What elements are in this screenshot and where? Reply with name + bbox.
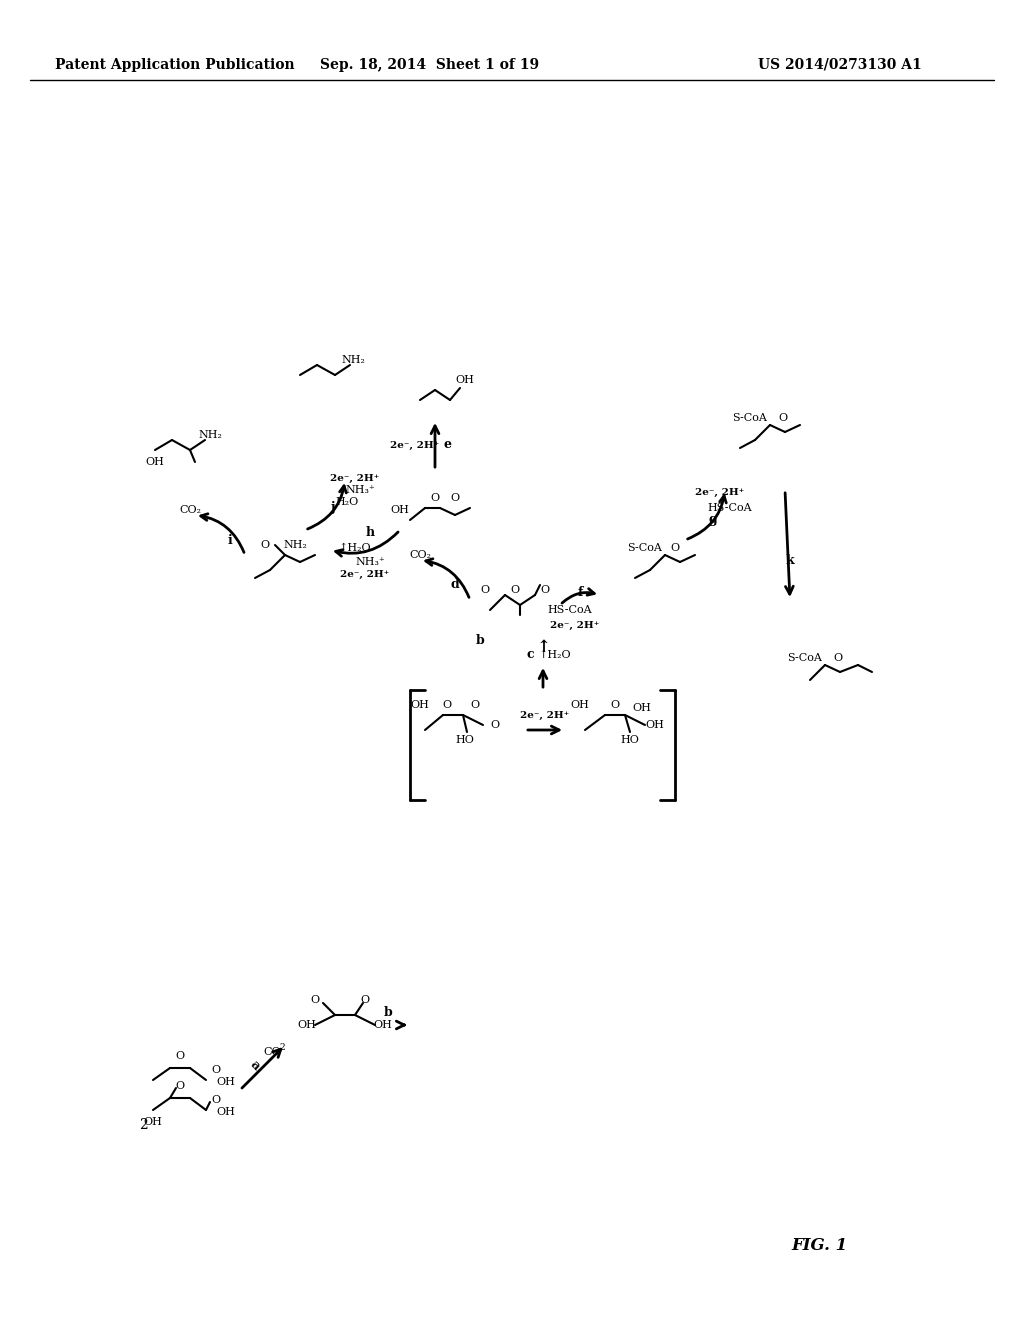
- Text: OH: OH: [374, 1020, 392, 1030]
- Text: O: O: [480, 585, 489, 595]
- Text: d: d: [451, 578, 460, 591]
- Text: HO: HO: [621, 735, 639, 744]
- Text: 2e⁻, 2H⁺: 2e⁻, 2H⁺: [340, 569, 389, 578]
- Text: OH: OH: [411, 700, 429, 710]
- Text: O: O: [310, 995, 319, 1005]
- Text: j: j: [331, 502, 335, 515]
- Text: OH: OH: [570, 700, 590, 710]
- Text: NH₂: NH₂: [283, 540, 307, 550]
- Text: NH₂: NH₂: [341, 355, 365, 366]
- Text: 2: 2: [138, 1118, 147, 1133]
- Text: CO: CO: [263, 1047, 281, 1057]
- Text: O: O: [541, 585, 550, 595]
- Text: O: O: [442, 700, 452, 710]
- Text: O: O: [430, 492, 439, 503]
- Text: O: O: [510, 585, 519, 595]
- Text: CO₂: CO₂: [409, 550, 431, 560]
- Text: S-CoA: S-CoA: [732, 413, 767, 422]
- Text: FIG. 1: FIG. 1: [792, 1237, 848, 1254]
- Text: OH: OH: [216, 1077, 236, 1086]
- Text: S-CoA: S-CoA: [787, 653, 822, 663]
- Text: O: O: [260, 540, 269, 550]
- Text: CO₂: CO₂: [179, 506, 201, 515]
- Text: O: O: [451, 492, 460, 503]
- Text: O: O: [211, 1065, 220, 1074]
- Text: ↑H₂O: ↑H₂O: [539, 649, 571, 660]
- Text: O: O: [778, 413, 787, 422]
- Text: 2: 2: [280, 1044, 285, 1052]
- Text: OH: OH: [298, 1020, 316, 1030]
- Text: O: O: [175, 1081, 184, 1092]
- Text: O: O: [834, 653, 843, 663]
- Text: k: k: [785, 553, 795, 566]
- Text: OH: OH: [390, 506, 410, 515]
- Text: h: h: [366, 525, 375, 539]
- Text: 2e⁻, 2H⁺: 2e⁻, 2H⁺: [520, 710, 569, 719]
- Text: OH: OH: [633, 704, 651, 713]
- Text: NH₂: NH₂: [198, 430, 222, 440]
- Text: 2e⁻, 2H⁺: 2e⁻, 2H⁺: [390, 441, 439, 450]
- Text: g: g: [709, 513, 718, 527]
- Text: O: O: [175, 1051, 184, 1061]
- Text: HO: HO: [456, 735, 474, 744]
- Text: H₂O: H₂O: [336, 498, 358, 507]
- Text: OH: OH: [143, 1117, 163, 1127]
- Text: NH₃⁺: NH₃⁺: [345, 484, 375, 495]
- Text: O: O: [211, 1096, 220, 1105]
- Text: US 2014/0273130 A1: US 2014/0273130 A1: [758, 58, 922, 73]
- Text: Sep. 18, 2014  Sheet 1 of 19: Sep. 18, 2014 Sheet 1 of 19: [321, 58, 540, 73]
- Text: b: b: [384, 1006, 392, 1019]
- Text: c: c: [526, 648, 534, 661]
- Text: Patent Application Publication: Patent Application Publication: [55, 58, 295, 73]
- Text: O: O: [470, 700, 479, 710]
- Text: OH: OH: [645, 719, 665, 730]
- Text: HS-CoA: HS-CoA: [548, 605, 592, 615]
- Text: S-CoA: S-CoA: [628, 543, 663, 553]
- Text: 2e⁻, 2H⁺: 2e⁻, 2H⁺: [331, 474, 380, 483]
- Text: i: i: [227, 533, 232, 546]
- Text: f: f: [578, 586, 583, 598]
- Text: ↑H₂O: ↑H₂O: [339, 543, 372, 553]
- Text: NH₃⁺: NH₃⁺: [355, 557, 385, 568]
- Text: OH: OH: [145, 457, 165, 467]
- Text: O: O: [671, 543, 680, 553]
- Text: a: a: [248, 1057, 262, 1072]
- Text: OH: OH: [216, 1107, 236, 1117]
- Text: e: e: [444, 438, 452, 451]
- Text: 2e⁻, 2H⁺: 2e⁻, 2H⁺: [550, 620, 600, 630]
- Text: b: b: [475, 634, 484, 647]
- Text: 2e⁻, 2H⁺: 2e⁻, 2H⁺: [695, 487, 744, 496]
- Text: ↑: ↑: [536, 639, 550, 656]
- Text: OH: OH: [456, 375, 474, 385]
- Text: O: O: [610, 700, 620, 710]
- Text: O: O: [360, 995, 370, 1005]
- Text: HS-CoA: HS-CoA: [708, 503, 753, 513]
- Text: O: O: [490, 719, 500, 730]
